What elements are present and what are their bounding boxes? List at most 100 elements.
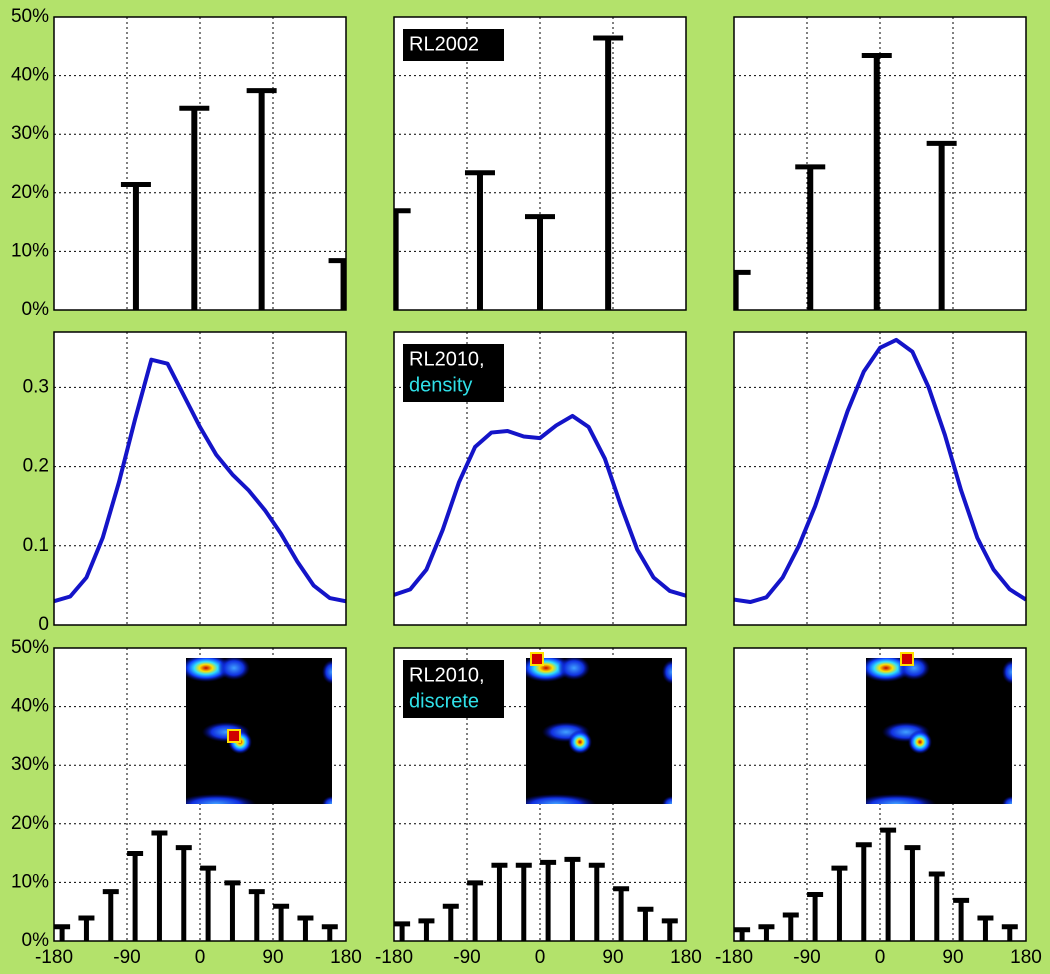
inset-heatmap (186, 658, 332, 804)
bar (588, 862, 605, 941)
marks (394, 413, 686, 598)
y-tick-label: 0% (22, 930, 50, 951)
panel (733, 331, 1027, 626)
bar (321, 924, 338, 941)
bar (273, 903, 290, 941)
bar (78, 915, 95, 941)
plot-frame (393, 331, 687, 626)
x-tick-label: 180 (330, 947, 362, 968)
x-tick-label: -180 (375, 947, 413, 968)
plot-frame (733, 331, 1027, 626)
y-tick-label: 50% (11, 6, 49, 27)
y-tick-label: 0.3 (23, 376, 49, 397)
heat-blob (568, 730, 592, 754)
highlight-marker (227, 729, 241, 743)
bar (297, 915, 314, 941)
panel (733, 16, 1027, 311)
bar (807, 892, 824, 941)
x-tick-label: 90 (262, 947, 283, 968)
x-tick-label: 180 (1010, 947, 1042, 968)
panel: -180 -90 0 90 180 (715, 647, 1042, 968)
bar (151, 830, 168, 941)
panel: -180 -90 0 90 180 RL2010, discrete (375, 647, 702, 968)
heat-blob (322, 660, 332, 684)
marks (394, 856, 678, 941)
bar (328, 258, 346, 310)
bar (246, 88, 277, 310)
heat-blob (186, 794, 256, 804)
panel: RL2010, density (393, 331, 687, 626)
bar (855, 842, 872, 941)
bar (224, 880, 241, 941)
bar (758, 924, 775, 941)
bar (661, 918, 678, 941)
bar (418, 918, 435, 941)
y-tick-label: 20% (11, 813, 49, 834)
panel: -180 -90 0 90 180 0% 10% 20% 30% 40% 50% (11, 637, 362, 968)
x-tick-label: -90 (793, 947, 820, 968)
y-tick-label: 0.2 (23, 456, 49, 477)
bar (127, 851, 144, 941)
y-tick-label: 50% (11, 637, 49, 658)
y-tick-label: 40% (11, 696, 49, 717)
bar (200, 865, 217, 941)
bar (564, 856, 581, 941)
heat-blob (558, 658, 590, 680)
annotation: discrete (409, 690, 479, 712)
y-tick-label: 10% (11, 240, 49, 261)
x-tick-label: 0 (875, 947, 886, 968)
bar (120, 181, 151, 310)
bar (540, 859, 557, 941)
y-tick-label: 40% (11, 65, 49, 86)
bar (831, 865, 848, 941)
heat-blob (866, 794, 936, 804)
bar (795, 164, 826, 310)
bar (248, 889, 265, 941)
plot-frame (53, 647, 347, 942)
plot-frame (733, 16, 1027, 311)
marks (734, 827, 1018, 941)
plot-frame (393, 647, 687, 942)
inset-heatmap (526, 658, 672, 804)
highlight-marker (900, 652, 914, 666)
annotation-box (403, 660, 504, 718)
bar (977, 915, 994, 941)
density-line (54, 357, 346, 604)
y-tick-label: 30% (11, 123, 49, 144)
x-tick-label: -90 (453, 947, 480, 968)
marks (394, 35, 624, 310)
bar (394, 208, 411, 310)
bar (54, 924, 71, 941)
plot-frame (733, 647, 1027, 942)
bar (175, 845, 192, 941)
heat-blob (322, 796, 332, 804)
x-tick-label: 0 (195, 947, 206, 968)
bar (734, 269, 751, 310)
heat-blob (662, 660, 672, 684)
panel: 0 0.1 0.2 0.3 (23, 331, 347, 635)
bar (593, 35, 624, 310)
y-tick-label: 0% (22, 299, 50, 320)
y-tick-label: 30% (11, 754, 49, 775)
y-tick-label: 0 (38, 614, 49, 635)
bar (442, 903, 459, 941)
density-line (394, 413, 686, 598)
plot-frame (393, 16, 687, 311)
x-tick-label: -180 (35, 947, 73, 968)
annotation: RL2010, (409, 664, 485, 686)
density-line (734, 337, 1026, 605)
y-tick-label: 20% (11, 182, 49, 203)
x-tick-label: 90 (942, 947, 963, 968)
marks (54, 357, 346, 604)
bar (515, 862, 532, 941)
annotation-box (403, 29, 504, 61)
marks (734, 337, 1026, 605)
x-tick-label: 90 (602, 947, 623, 968)
x-tick-label: 0 (535, 947, 546, 968)
bar (525, 214, 555, 310)
panel: 0% 10% 20% 30% 40% 50% (11, 6, 347, 320)
marks (734, 53, 957, 310)
plot-frame (53, 331, 347, 626)
bar (928, 871, 945, 941)
